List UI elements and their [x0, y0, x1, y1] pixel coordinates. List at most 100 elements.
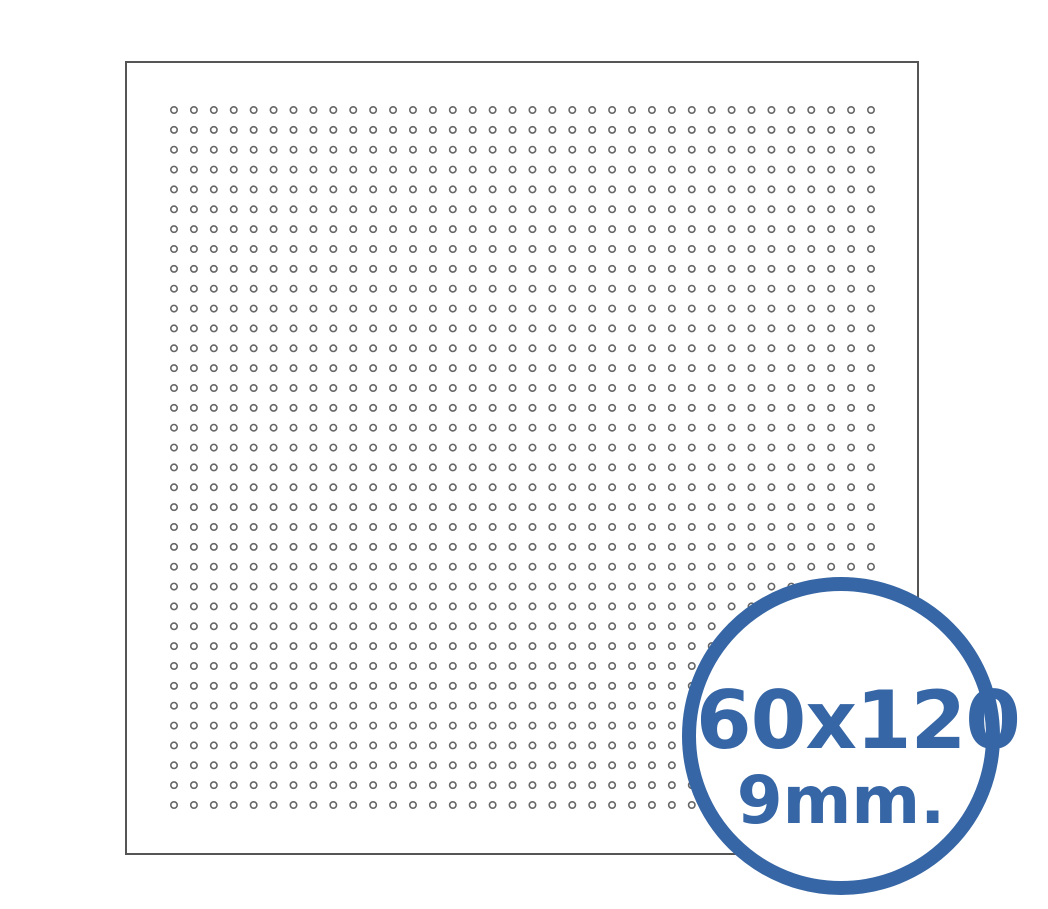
perforation-hole	[687, 661, 696, 670]
perforation-hole	[866, 145, 875, 154]
perforation-hole	[827, 522, 836, 531]
perforation-hole	[209, 324, 218, 333]
perforation-hole	[448, 324, 457, 333]
perforation-hole	[568, 225, 577, 234]
perforation-hole	[866, 245, 875, 254]
perforation-hole	[628, 661, 637, 670]
perforation-hole	[170, 642, 179, 651]
perforation-hole	[767, 463, 776, 472]
perforation-hole	[548, 741, 557, 750]
perforation-hole	[468, 781, 477, 790]
perforation-hole	[807, 145, 816, 154]
perforation-hole	[687, 284, 696, 293]
perforation-hole	[428, 145, 437, 154]
perforation-hole	[508, 522, 517, 531]
perforation-hole	[369, 383, 378, 392]
perforation-hole	[428, 443, 437, 452]
perforation-hole	[329, 106, 338, 115]
perforation-hole	[608, 642, 617, 651]
perforation-hole	[349, 761, 358, 770]
perforation-hole	[747, 344, 756, 353]
perforation-hole	[488, 205, 497, 214]
perforation-hole	[667, 443, 676, 452]
perforation-hole	[408, 642, 417, 651]
perforation-hole	[229, 443, 238, 452]
perforation-hole	[329, 800, 338, 809]
perforation-hole	[170, 245, 179, 254]
perforation-hole	[628, 245, 637, 254]
perforation-hole	[468, 562, 477, 571]
perforation-hole	[269, 483, 278, 492]
perforation-hole	[667, 383, 676, 392]
perforation-hole	[767, 483, 776, 492]
perforation-hole	[568, 245, 577, 254]
perforation-hole	[189, 106, 198, 115]
perforation-hole	[528, 125, 537, 134]
perforation-hole	[229, 403, 238, 412]
perforation-hole	[170, 582, 179, 591]
perforation-hole	[608, 304, 617, 313]
perforation-hole	[229, 642, 238, 651]
perforation-hole	[229, 205, 238, 214]
perforation-hole	[428, 582, 437, 591]
perforation-hole	[209, 522, 218, 531]
perforation-hole	[528, 721, 537, 730]
perforation-hole	[428, 800, 437, 809]
perforation-hole	[687, 145, 696, 154]
perforation-hole	[588, 185, 597, 194]
perforation-hole	[349, 741, 358, 750]
perforation-hole	[568, 781, 577, 790]
perforation-hole	[349, 383, 358, 392]
perforation-hole	[667, 284, 676, 293]
perforation-hole	[389, 582, 398, 591]
perforation-hole	[309, 344, 318, 353]
perforation-hole	[170, 562, 179, 571]
perforation-hole	[289, 800, 298, 809]
perforation-hole	[428, 344, 437, 353]
perforation-hole	[170, 542, 179, 551]
perforation-hole	[628, 443, 637, 452]
perforation-hole	[548, 364, 557, 373]
perforation-hole	[827, 443, 836, 452]
perforation-hole	[767, 344, 776, 353]
perforation-hole	[289, 542, 298, 551]
perforation-hole	[528, 383, 537, 392]
perforation-hole	[647, 304, 656, 313]
perforation-hole	[369, 106, 378, 115]
perforation-hole	[249, 622, 258, 631]
perforation-hole	[727, 562, 736, 571]
perforation-hole	[628, 185, 637, 194]
perforation-hole	[647, 383, 656, 392]
perforation-hole	[189, 165, 198, 174]
perforation-hole	[807, 106, 816, 115]
perforation-hole	[408, 403, 417, 412]
perforation-hole	[707, 304, 716, 313]
perforation-hole	[189, 284, 198, 293]
perforation-hole	[488, 522, 497, 531]
perforation-hole	[548, 642, 557, 651]
perforation-hole	[568, 661, 577, 670]
perforation-hole	[548, 324, 557, 333]
badge-thickness-label: 9mm.	[736, 762, 946, 839]
perforation-hole	[349, 125, 358, 134]
perforation-hole	[488, 622, 497, 631]
perforation-hole	[568, 562, 577, 571]
perforation-hole	[667, 522, 676, 531]
perforation-hole	[508, 304, 517, 313]
perforation-hole	[349, 463, 358, 472]
perforation-hole	[568, 185, 577, 194]
perforation-hole	[827, 423, 836, 432]
perforation-hole	[707, 463, 716, 472]
perforation-hole	[249, 562, 258, 571]
perforation-hole	[727, 602, 736, 611]
perforation-hole	[170, 761, 179, 770]
perforation-hole	[807, 225, 816, 234]
perforation-hole	[468, 681, 477, 690]
perforation-hole	[428, 324, 437, 333]
perforation-hole	[468, 800, 477, 809]
perforation-hole	[189, 701, 198, 710]
perforation-hole	[548, 284, 557, 293]
perforation-hole	[628, 582, 637, 591]
perforation-hole	[667, 741, 676, 750]
perforation-hole	[508, 761, 517, 770]
